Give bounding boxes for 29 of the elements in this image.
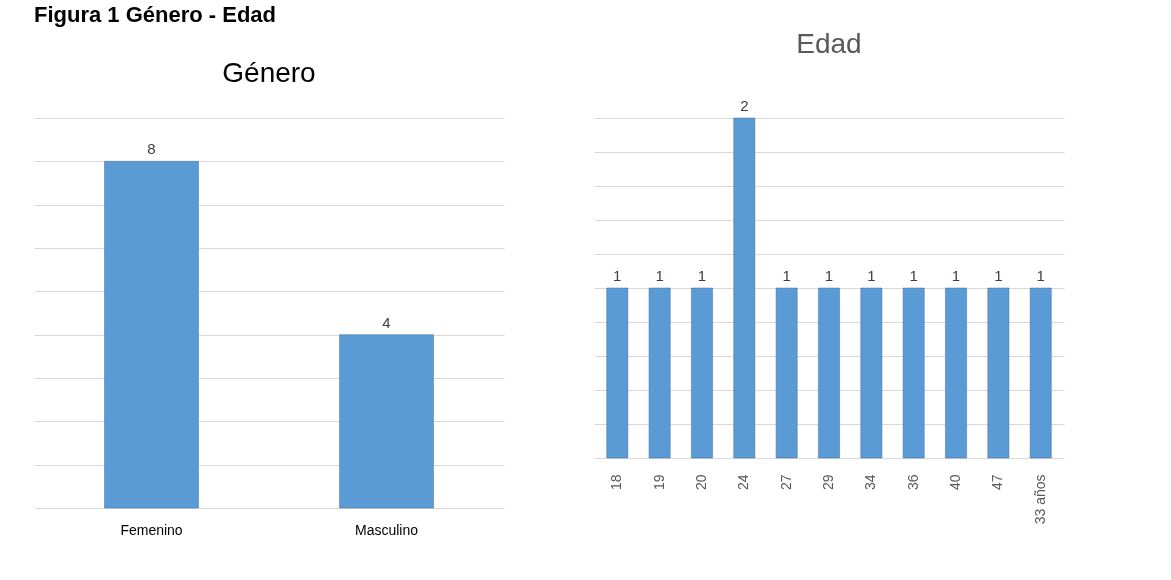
x-tick-label: 34 bbox=[862, 474, 879, 491]
x-tick-label: Femenino bbox=[120, 521, 183, 538]
x-tick-label: 33 años bbox=[1031, 474, 1048, 525]
data-label: 8 bbox=[147, 140, 156, 158]
data-label: 1 bbox=[613, 267, 622, 284]
text: Figura 1 Género - Edad bbox=[34, 2, 277, 27]
data-label: 1 bbox=[909, 267, 918, 284]
data-label: 2 bbox=[740, 97, 749, 114]
x-tick-label: 36 bbox=[904, 474, 921, 491]
data-label: 1 bbox=[867, 267, 876, 284]
data-label: 1 bbox=[994, 267, 1003, 284]
x-tick-label: 27 bbox=[777, 474, 794, 491]
x-tick-label: 18 bbox=[608, 474, 625, 491]
x-tick-label: 29 bbox=[820, 474, 836, 491]
x-tick-label: 19 bbox=[650, 474, 667, 491]
x-tick-label: 20 bbox=[692, 474, 709, 491]
chart-title: Edad bbox=[796, 28, 862, 59]
data-label: 1 bbox=[1036, 267, 1045, 284]
data-label: 1 bbox=[951, 267, 961, 284]
x-tick-label: 47 bbox=[989, 474, 1006, 491]
data-label: 1 bbox=[824, 267, 834, 284]
x-tick-label: 24 bbox=[735, 474, 752, 491]
data-label: 1 bbox=[697, 267, 707, 284]
chart-title: Género bbox=[222, 57, 316, 88]
x-tick-label: 40 bbox=[947, 474, 964, 491]
data-label: 1 bbox=[782, 267, 791, 284]
data-label: 4 bbox=[382, 313, 391, 331]
x-tick-label: Masculino bbox=[354, 521, 419, 538]
data-label: 1 bbox=[655, 267, 664, 284]
